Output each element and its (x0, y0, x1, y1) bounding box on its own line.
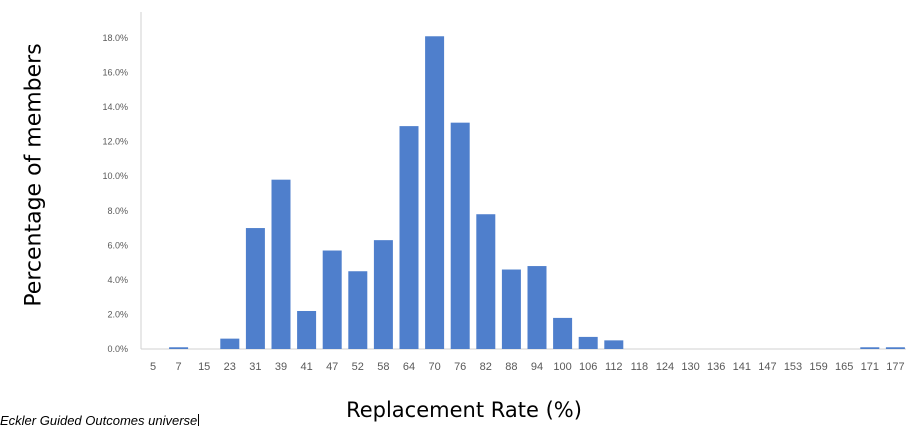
bar (169, 347, 189, 349)
x-tick-label: 15 (198, 361, 210, 373)
y-tick-label: 8.0% (107, 206, 128, 216)
x-tick-label: 7 (176, 361, 182, 373)
bar (476, 214, 496, 349)
y-axis-title: Percentage of members (21, 43, 47, 307)
x-tick-label: 124 (656, 361, 674, 373)
bar (245, 228, 265, 349)
bar (450, 122, 470, 350)
x-tick-label: 31 (249, 361, 261, 373)
x-tick-label: 165 (835, 361, 853, 373)
x-tick-label: 88 (505, 361, 517, 373)
bar (501, 269, 521, 349)
x-tick-label: 52 (352, 361, 364, 373)
bar (604, 340, 624, 349)
x-tick-label: 136 (707, 361, 725, 373)
bar (220, 338, 240, 349)
y-tick-label: 10.0% (102, 171, 128, 181)
y-tick-label: 16.0% (102, 68, 128, 78)
bar (885, 347, 905, 349)
x-tick-label: 112 (605, 361, 623, 373)
x-tick-label: 39 (275, 361, 287, 373)
x-tick-label: 82 (480, 361, 492, 373)
bar (297, 310, 317, 349)
x-tick-label: 23 (224, 361, 236, 373)
y-tick-label: 6.0% (107, 240, 128, 250)
y-tick-labels: 0.0% 2.0% 4.0% 6.0% 8.0% 10.0% 12.0% 14.0% 16.0%… (102, 33, 128, 354)
x-tick-label: 118 (631, 361, 649, 373)
x-tick-label: 147 (758, 361, 776, 373)
x-axis-title: Replacement Rate (%) (346, 398, 582, 422)
x-tick-label: 100 (553, 361, 571, 373)
bar (578, 336, 598, 349)
bar (553, 317, 573, 349)
text-cursor (198, 414, 200, 426)
x-tick-label: 47 (326, 361, 338, 373)
y-tick-label: 0.0% (107, 344, 128, 354)
x-tick-label: 76 (454, 361, 466, 373)
bar (322, 250, 342, 349)
bar (271, 179, 291, 349)
source-note-text: Eckler Guided Outcomes universe (0, 413, 198, 428)
bar (373, 240, 393, 349)
source-note: Eckler Guided Outcomes universe (0, 413, 200, 428)
y-tick-label: 18.0% (102, 33, 128, 43)
bar (860, 347, 880, 349)
y-tick-label: 4.0% (107, 275, 128, 285)
x-tick-label: 130 (681, 361, 699, 373)
x-tick-label: 41 (300, 361, 312, 373)
bar (425, 36, 445, 350)
x-tick-label: 58 (377, 361, 389, 373)
x-tick-label: 141 (733, 361, 751, 373)
x-tick-labels: 5 7 15 23 31 39 41 47 52 58 64 70 76 82 88 94 100 106 112 1… (150, 361, 905, 373)
x-tick-label: 64 (403, 361, 415, 373)
bar (527, 266, 547, 349)
bars (169, 36, 905, 350)
x-tick-label: 5 (150, 361, 156, 373)
y-tick-label: 2.0% (107, 309, 128, 319)
x-tick-label: 70 (428, 361, 440, 373)
x-tick-label: 153 (784, 361, 802, 373)
x-tick-label: 106 (579, 361, 597, 373)
bar (399, 126, 419, 349)
y-tick-label: 12.0% (102, 137, 128, 147)
x-tick-label: 159 (809, 361, 827, 373)
x-tick-label: 171 (861, 361, 879, 373)
x-tick-label: 94 (531, 361, 543, 373)
y-tick-label: 14.0% (102, 102, 128, 112)
bar (348, 271, 368, 349)
x-tick-label: 177 (886, 361, 904, 373)
